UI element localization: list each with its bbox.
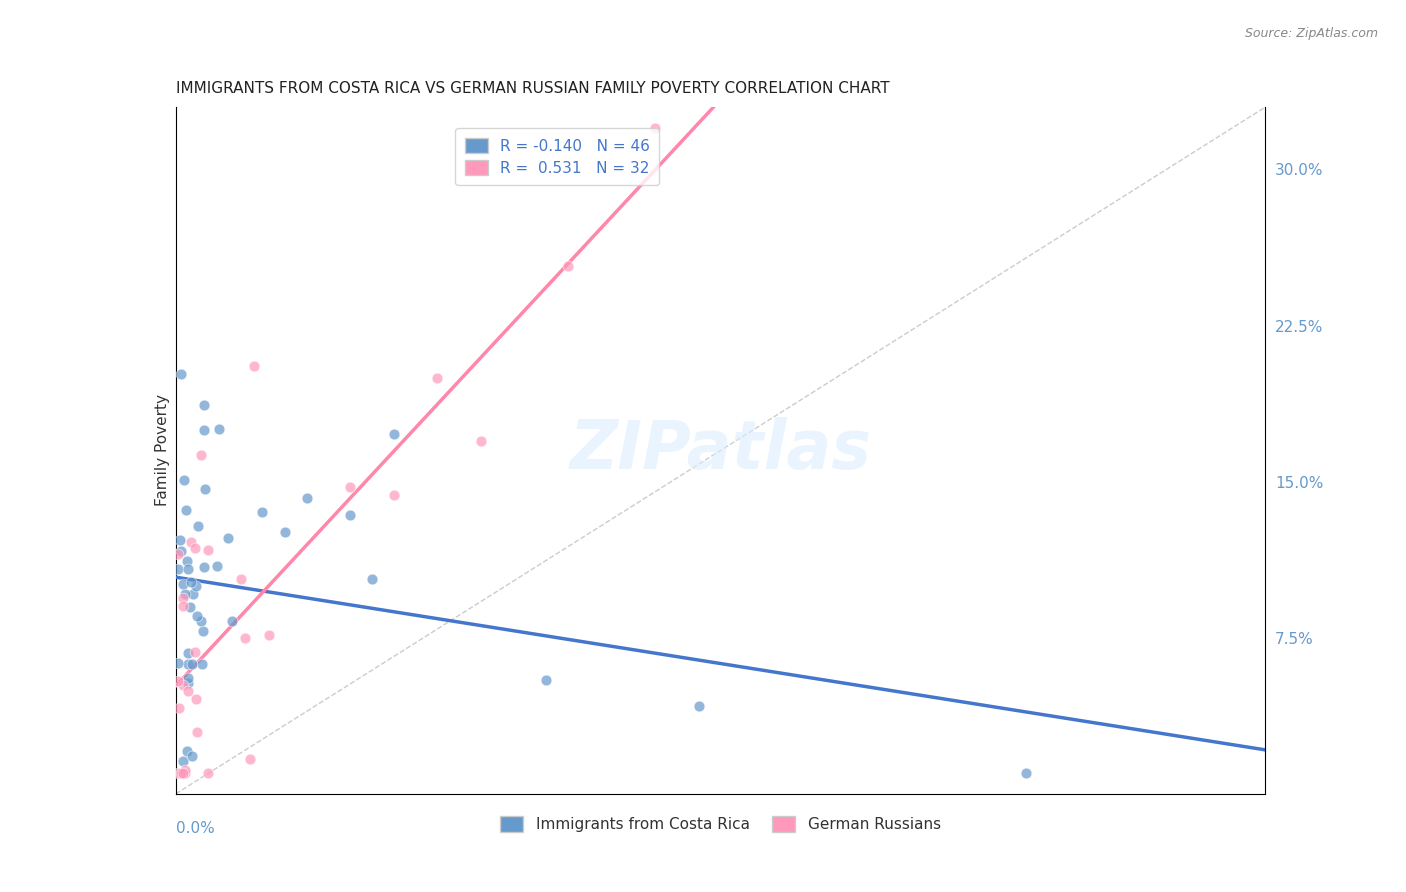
Point — [339, 508, 361, 523]
Point — [167, 673, 190, 688]
Point — [186, 609, 208, 624]
Point — [205, 559, 228, 574]
Point — [186, 691, 208, 706]
Point — [382, 427, 405, 442]
Point — [688, 699, 710, 714]
Point — [176, 554, 198, 568]
Point — [231, 572, 253, 586]
Point — [470, 434, 492, 448]
Text: ZIPatlas: ZIPatlas — [569, 417, 872, 483]
Point — [177, 657, 200, 671]
Point — [274, 524, 297, 539]
Point — [180, 535, 202, 549]
Point — [193, 560, 215, 574]
Point — [190, 448, 212, 462]
Point — [534, 673, 557, 687]
Point — [177, 671, 200, 685]
Point — [169, 766, 191, 780]
Point — [172, 766, 194, 780]
Point — [172, 576, 194, 591]
Point — [167, 656, 190, 670]
Point — [382, 488, 405, 502]
Point — [208, 422, 231, 436]
Point — [557, 260, 579, 274]
Point — [173, 766, 195, 780]
Point — [180, 574, 202, 589]
Point — [193, 624, 215, 639]
Point — [250, 504, 273, 518]
Point — [167, 701, 190, 715]
Point — [173, 763, 195, 777]
Point — [221, 614, 243, 628]
Point — [426, 371, 449, 385]
Point — [177, 676, 200, 690]
Point — [174, 503, 197, 517]
Point — [174, 587, 197, 601]
Point — [190, 657, 212, 671]
Point — [187, 519, 209, 533]
Point — [186, 579, 208, 593]
Point — [177, 646, 200, 660]
Text: 0.0%: 0.0% — [176, 822, 215, 837]
Point — [167, 766, 190, 780]
Point — [169, 533, 191, 548]
Point — [172, 755, 194, 769]
Point — [170, 367, 193, 381]
Point — [177, 562, 200, 576]
Point — [173, 473, 195, 487]
Point — [172, 677, 194, 691]
Point — [186, 725, 208, 739]
Point — [243, 359, 266, 374]
Point — [172, 591, 194, 606]
Point — [194, 482, 217, 496]
Point — [172, 766, 194, 780]
Point — [295, 491, 318, 505]
Point — [183, 645, 205, 659]
Point — [193, 397, 215, 411]
Legend: Immigrants from Costa Rica, German Russians: Immigrants from Costa Rica, German Russi… — [491, 807, 950, 841]
Point — [235, 631, 257, 645]
Point — [217, 531, 239, 545]
Point — [1015, 766, 1038, 780]
Point — [259, 628, 281, 642]
Point — [170, 544, 193, 558]
Point — [181, 587, 204, 601]
Point — [197, 766, 219, 780]
Y-axis label: Family Poverty: Family Poverty — [155, 394, 170, 507]
Point — [167, 561, 190, 575]
Point — [339, 480, 361, 494]
Point — [172, 599, 194, 613]
Point — [181, 749, 204, 764]
Text: IMMIGRANTS FROM COSTA RICA VS GERMAN RUSSIAN FAMILY POVERTY CORRELATION CHART: IMMIGRANTS FROM COSTA RICA VS GERMAN RUS… — [176, 81, 890, 96]
Point — [176, 744, 198, 758]
Point — [167, 547, 190, 561]
Point — [181, 657, 204, 672]
Point — [360, 572, 382, 586]
Point — [184, 541, 207, 555]
Point — [190, 614, 212, 628]
Point — [197, 543, 219, 558]
Text: Source: ZipAtlas.com: Source: ZipAtlas.com — [1244, 27, 1378, 40]
Point — [169, 766, 191, 780]
Point — [239, 751, 262, 765]
Point — [179, 600, 201, 615]
Point — [193, 423, 215, 437]
Point — [644, 120, 666, 135]
Point — [177, 684, 200, 698]
